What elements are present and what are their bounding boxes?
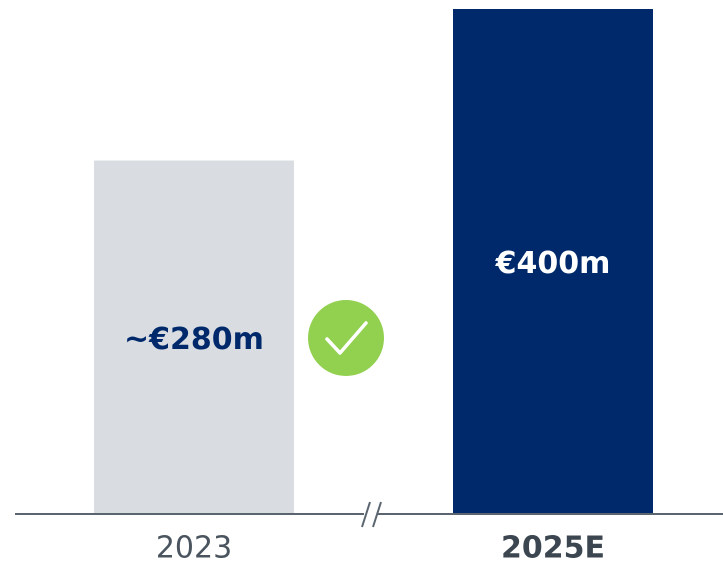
x-tick-label: 2023 <box>156 531 232 564</box>
value-label: €400m <box>495 246 611 281</box>
axis-break <box>372 501 382 528</box>
value-label: ~€280m <box>124 322 264 357</box>
check-icon <box>308 300 384 376</box>
bar <box>94 160 294 514</box>
bar <box>453 9 653 514</box>
axis-break-gap <box>364 510 378 518</box>
x-tick-label: 2025E <box>501 531 605 564</box>
axis-break <box>361 501 371 528</box>
